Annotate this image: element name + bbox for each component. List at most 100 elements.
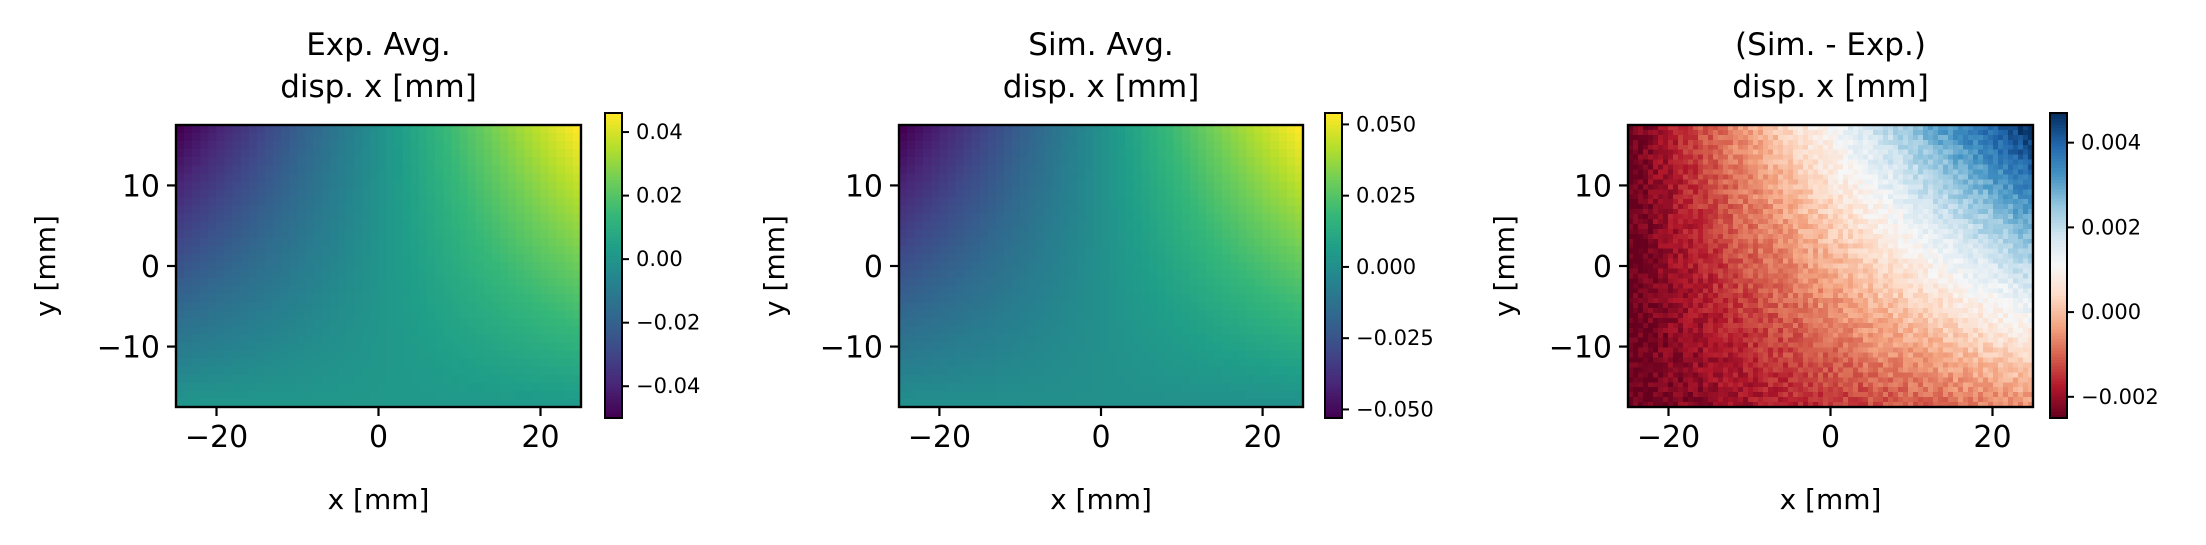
heatmap-cell [200,326,209,336]
heatmap-cell [1109,245,1118,255]
heatmap-cell [394,318,404,328]
heatmap-cell [1149,125,1159,134]
heatmap-cell [1052,286,1062,295]
heatmap-cell [313,125,323,134]
heatmap-cell [354,358,363,368]
heatmap-cell [1125,189,1134,199]
heatmap-cell [370,382,380,392]
heatmap-cell [923,302,932,311]
heatmap-cell [1004,294,1013,303]
heatmap-cell [1076,197,1086,207]
heatmap-cell [1197,270,1207,279]
heatmap-cell [1803,189,1809,195]
heatmap-cell [1189,125,1199,134]
heatmap-cell [1703,125,1709,131]
heatmap-cell [1084,181,1094,191]
heatmap-cell [1286,237,1296,247]
heatmap-cell [995,189,1005,199]
heatmap-cell [564,374,574,384]
heatmap-cell [1254,221,1264,231]
heatmap-cell [338,245,347,255]
heatmap-cell [1044,165,1054,174]
heatmap-cell [2003,154,2009,161]
heatmap-cell [1758,179,1764,185]
heatmap-cell [1673,149,1679,156]
heatmap-cell [907,165,916,174]
heatmap-cell [1653,189,1659,195]
heatmap-cell [556,165,566,174]
heatmap-cell [899,261,908,271]
heatmap-cell [1848,154,1854,161]
heatmap-cell [297,350,307,360]
heatmap-cell [524,189,533,199]
heatmap-cell [2028,125,2034,131]
heatmap-cell [1020,221,1029,231]
heatmap-cell [947,237,957,247]
heatmap-cell [1698,125,1704,131]
heatmap-cell [378,181,388,191]
heatmap-cell [1060,374,1070,384]
heatmap-cell [556,213,566,223]
heatmap-cell [979,141,989,150]
heatmap-cell [216,237,226,247]
heatmap-cell [1278,334,1288,344]
heatmap-cell [1798,179,1804,185]
heatmap-cell [1262,310,1272,319]
heatmap-cell [1060,318,1070,328]
heatmap-cell [995,221,1005,231]
heatmap-cell [1125,173,1134,182]
heatmap-cell [1838,159,1844,166]
heatmap-cell [1149,350,1159,360]
heatmap-cell [1012,278,1021,287]
heatmap-cell [1109,133,1118,142]
heatmap-cell [419,229,428,239]
heatmap-cell [362,253,371,263]
heatmap-cell [1958,129,1964,136]
heatmap-cell [1753,125,1759,131]
heatmap-cell [971,302,981,311]
heatmap-cell [1643,184,1649,190]
heatmap-cell [987,189,997,199]
heatmap-cell [297,294,307,303]
heatmap-cell [556,205,566,215]
heatmap-cell [1938,179,1944,185]
heatmap-cell [1758,164,1764,171]
heatmap-cell [1998,154,2004,161]
heatmap-cell [540,310,550,319]
heatmap-cell [1101,173,1110,182]
heatmap-cell [435,286,444,295]
heatmap-cell [402,358,412,368]
heatmap-cell [564,213,574,223]
heatmap-cell [1808,129,1814,136]
heatmap-cell [1052,189,1062,199]
heatmap-cell [963,157,973,166]
heatmap-cell [1663,139,1669,146]
heatmap-cell [1012,245,1021,255]
heatmap-cell [1818,189,1824,195]
heatmap-cell [346,181,355,191]
heatmap-cell [200,286,209,295]
heatmap-cell [265,245,274,255]
heatmap-cell [265,358,274,368]
heatmap-cell [540,366,550,376]
heatmap-cell [1743,154,1749,161]
heatmap-cell [1748,174,1754,181]
heatmap-cell [963,366,973,376]
heatmap-cell [305,165,315,174]
heatmap-cell [1718,164,1724,171]
heatmap-cell [556,133,566,142]
heatmap-cell [257,310,266,319]
heatmap-cell [402,270,412,279]
heatmap-cell [1165,133,1175,142]
heatmap-cell [1286,342,1296,352]
heatmap-cell [516,205,525,215]
colorbar-segment [1325,155,1342,160]
heatmap-cell [532,318,542,328]
heatmap-cell [1278,398,1288,408]
heatmap-cell [419,302,428,311]
colorbar-segment [605,116,622,120]
heatmap-cell [1149,342,1159,352]
heatmap-cell [240,125,250,134]
heatmap-cell [184,310,193,319]
heatmap-cell [1181,390,1191,400]
